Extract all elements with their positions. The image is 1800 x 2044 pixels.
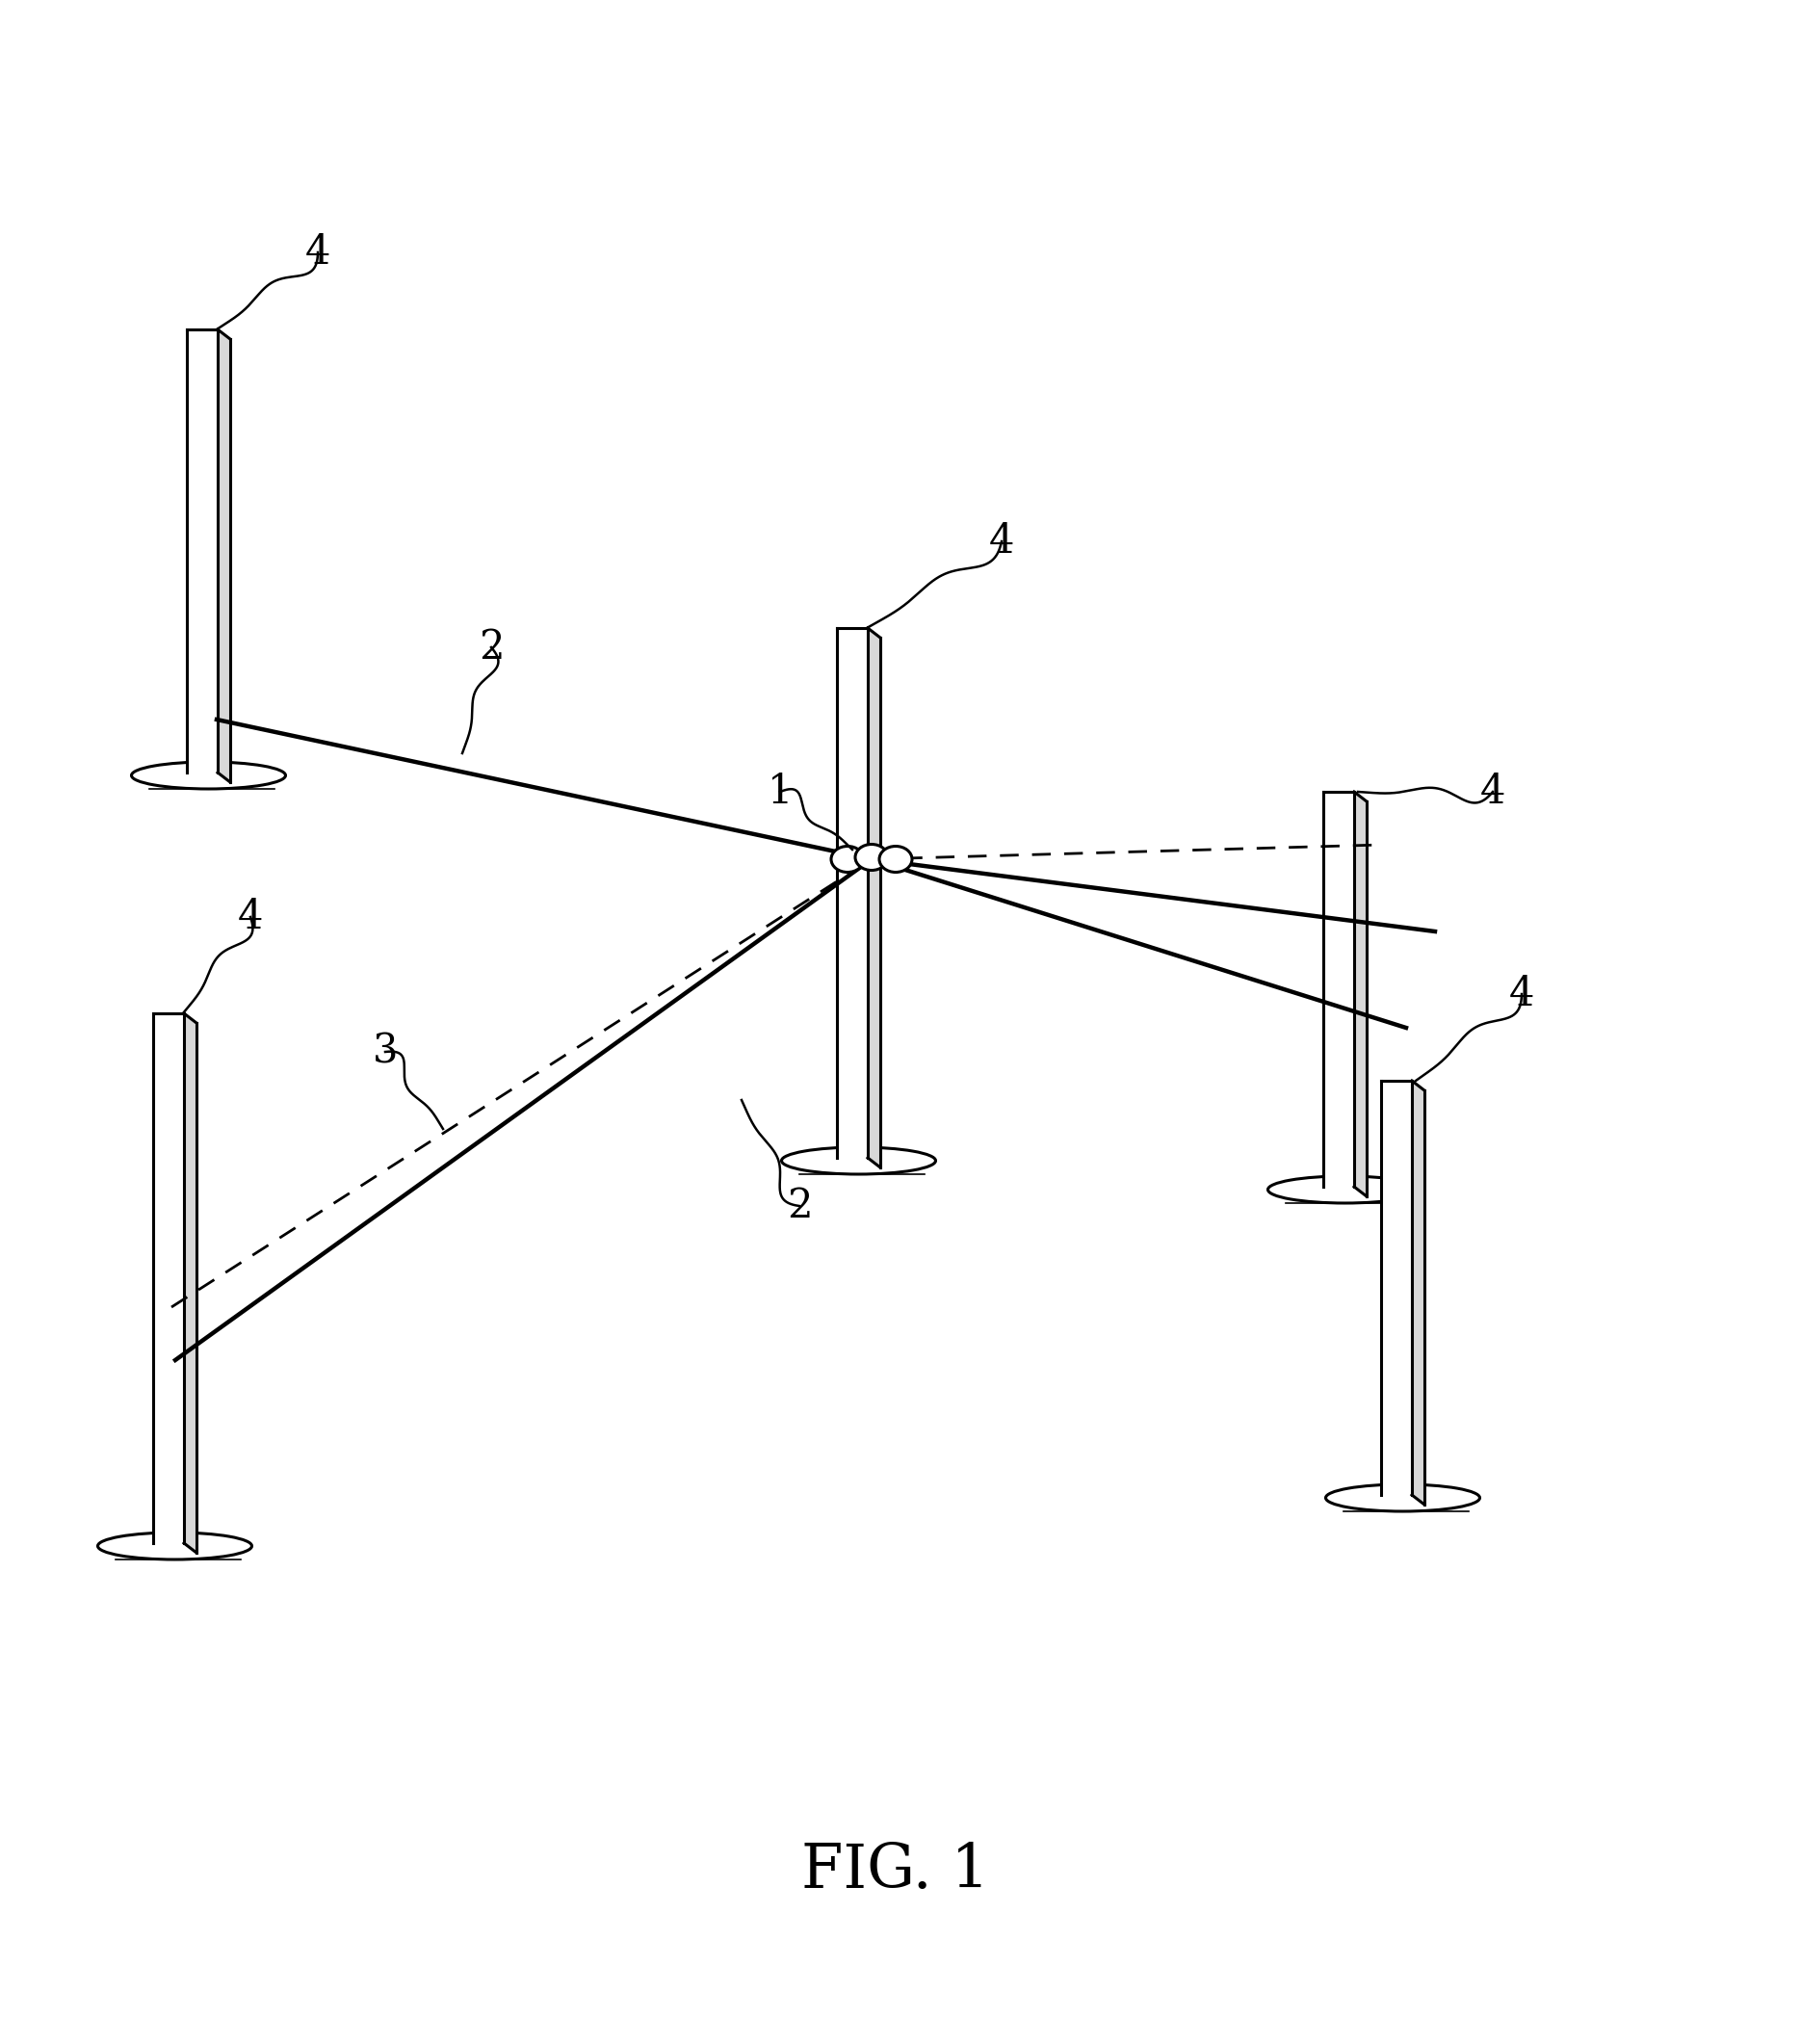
Text: FIG. 1: FIG. 1 <box>801 1842 990 1901</box>
Text: 2: 2 <box>479 628 504 668</box>
Text: 4: 4 <box>238 897 263 938</box>
Text: 4: 4 <box>1480 771 1505 811</box>
Polygon shape <box>1411 1081 1424 1504</box>
Text: 4: 4 <box>988 521 1015 562</box>
Polygon shape <box>153 1014 184 1543</box>
Ellipse shape <box>878 846 913 873</box>
Text: 1: 1 <box>767 771 792 811</box>
Ellipse shape <box>131 762 286 789</box>
Polygon shape <box>184 1014 196 1553</box>
Text: 2: 2 <box>787 1186 812 1226</box>
Ellipse shape <box>1267 1175 1422 1204</box>
Ellipse shape <box>97 1533 252 1560</box>
Polygon shape <box>1381 1081 1411 1494</box>
Ellipse shape <box>832 846 864 873</box>
Polygon shape <box>837 628 868 1157</box>
Polygon shape <box>1354 791 1366 1196</box>
Polygon shape <box>218 329 230 783</box>
Polygon shape <box>1323 791 1354 1188</box>
Ellipse shape <box>781 1147 936 1173</box>
Text: 4: 4 <box>1508 973 1534 1014</box>
Text: 3: 3 <box>373 1032 398 1073</box>
Ellipse shape <box>855 844 887 871</box>
Ellipse shape <box>1325 1484 1480 1511</box>
Polygon shape <box>187 329 218 773</box>
Polygon shape <box>868 628 880 1167</box>
Text: 4: 4 <box>304 233 331 272</box>
